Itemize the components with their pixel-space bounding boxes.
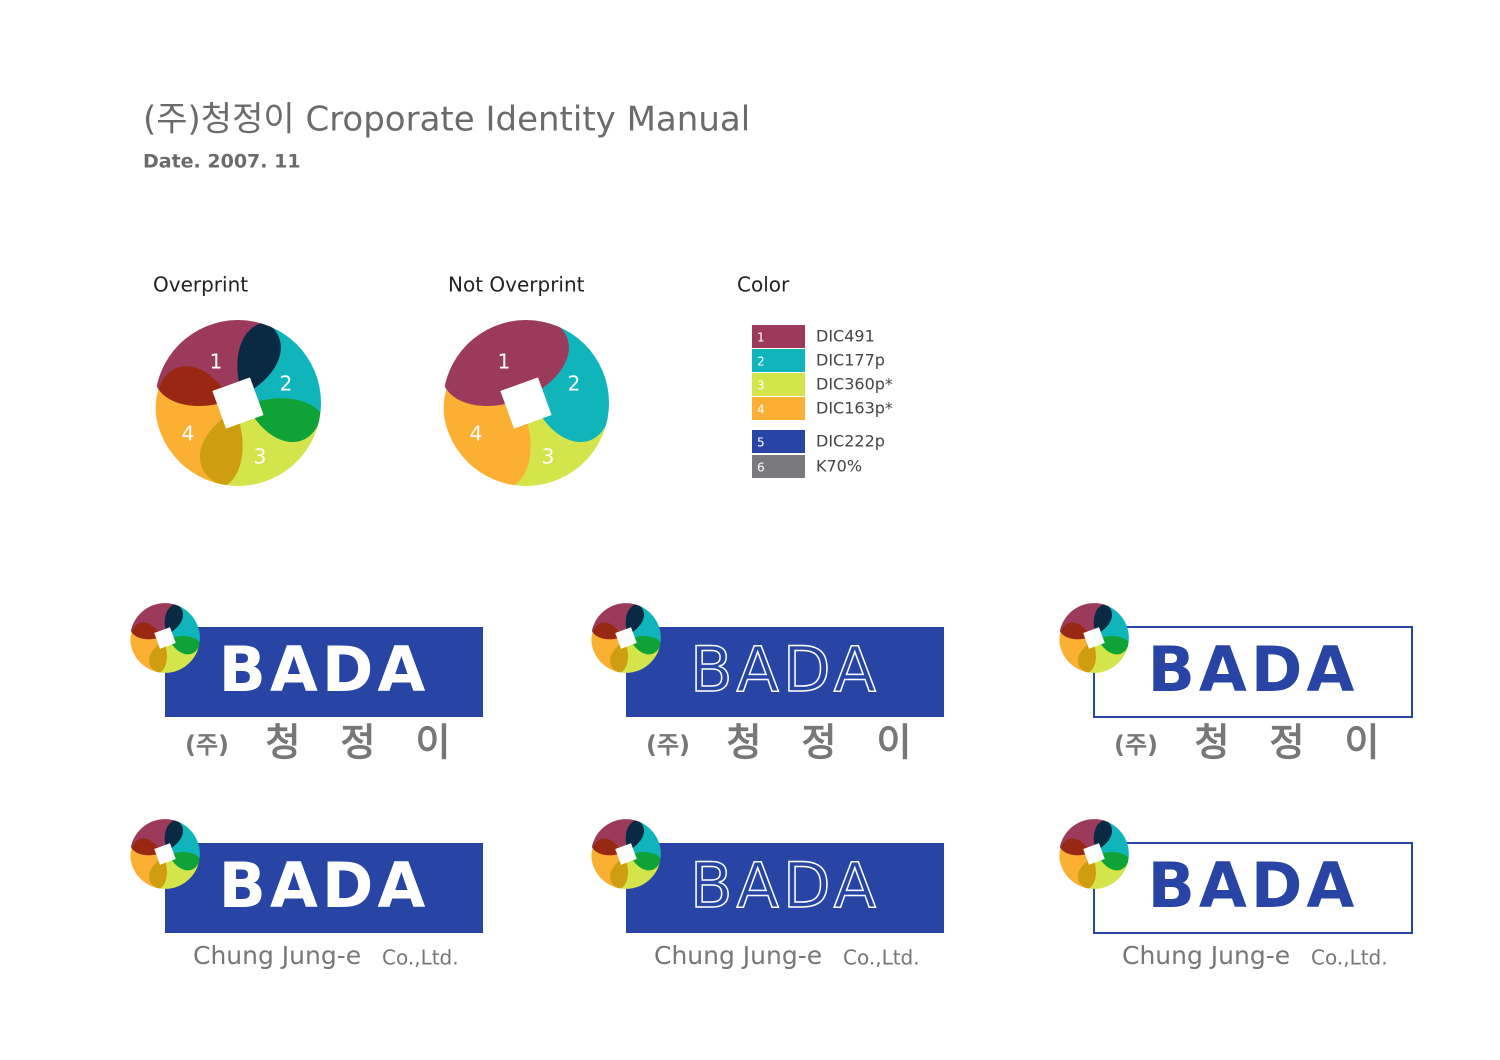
logo-wordmark: BADA: [690, 633, 880, 706]
logo-korean-char: 이: [877, 721, 912, 765]
symbol-center: [615, 843, 637, 865]
logo-english-suffix: Co.,Ltd.: [843, 946, 920, 970]
swatch-name: DIC222p: [816, 432, 885, 451]
symbol-shapes: [443, 320, 609, 486]
swatch-number: 4: [757, 403, 765, 417]
symbol-center: [500, 377, 552, 429]
logo-korean-char: 정: [802, 721, 837, 765]
logo-korean-char: 청: [266, 721, 301, 765]
symbol-center: [615, 627, 637, 649]
symbol-center: [212, 377, 264, 429]
logo-wordmark: BADA: [690, 849, 880, 922]
color-swatch: [752, 325, 805, 348]
swatch-number: 6: [757, 461, 765, 475]
swatch-name: DIC491: [816, 327, 875, 346]
logo-korean-prefix: (주): [1114, 731, 1158, 759]
swatch-number: 3: [757, 379, 765, 393]
logo-korean-char: 청: [727, 721, 762, 765]
logo-korean-char: 이: [416, 721, 451, 765]
swatch-name: DIC360p*: [816, 375, 893, 394]
symbol-center: [1083, 627, 1105, 649]
logo-box: [165, 627, 483, 717]
logo-english-name: Chung Jung-e: [193, 941, 361, 970]
logo-korean-char: 정: [341, 721, 376, 765]
logo-english-suffix: Co.,Ltd.: [382, 946, 459, 970]
logo-korean-char: 청: [1195, 721, 1230, 765]
section-label: Color: [737, 273, 790, 297]
swatch-name: K70%: [816, 457, 862, 476]
logo-english-name: Chung Jung-e: [1122, 941, 1290, 970]
logo-box: [1093, 842, 1413, 934]
symbol-number: 2: [280, 372, 293, 396]
symbol-number: 1: [498, 350, 511, 374]
swatch-number: 5: [757, 436, 765, 450]
symbol: 1 2 3 4: [443, 320, 609, 486]
date: Date. 2007. 11: [143, 151, 301, 173]
logo-korean-char: 정: [1270, 721, 1305, 765]
logo-english-suffix: Co.,Ltd.: [1311, 946, 1388, 970]
logo-english-name: Chung Jung-e: [654, 941, 822, 970]
symbol-number: 4: [182, 422, 195, 446]
swatch-name: DIC163p*: [816, 399, 893, 418]
logo-korean-prefix: (주): [646, 731, 690, 759]
symbol-center: [1083, 843, 1105, 865]
logo-wordmark: BADA: [1148, 633, 1359, 706]
symbol-number: 2: [568, 372, 581, 396]
logo-wordmark: BADA: [219, 633, 430, 706]
symbol-center: [154, 627, 176, 649]
color-swatch: [752, 349, 805, 372]
symbol-number: 4: [470, 422, 483, 446]
symbol-center: [154, 843, 176, 865]
symbol: [130, 819, 200, 889]
color-swatch: [752, 430, 805, 453]
swatch-number: 1: [757, 331, 765, 345]
logo-wordmark: BADA: [1148, 849, 1359, 922]
logo-korean-char: 이: [1345, 721, 1380, 765]
symbol-number: 3: [542, 445, 555, 469]
symbol-shapes: [130, 819, 200, 889]
swatch-number: 2: [757, 355, 765, 369]
symbol-number: 3: [254, 445, 267, 469]
symbol-number: 1: [210, 350, 223, 374]
section-label: Overprint: [153, 273, 248, 297]
logo-korean-prefix: (주): [185, 731, 229, 759]
logo-box: [626, 627, 944, 717]
section-label: Not Overprint: [448, 273, 585, 297]
logo-box: [165, 843, 483, 933]
color-swatch: [752, 373, 805, 396]
color-swatch: [752, 397, 805, 420]
logo-box: [626, 843, 944, 933]
title: (주)청정이 Croporate Identity Manual: [143, 100, 750, 140]
color-swatch: [752, 455, 805, 478]
logo-box: [1093, 626, 1413, 718]
swatch-name: DIC177p: [816, 351, 885, 370]
logo-wordmark: BADA: [219, 849, 430, 922]
